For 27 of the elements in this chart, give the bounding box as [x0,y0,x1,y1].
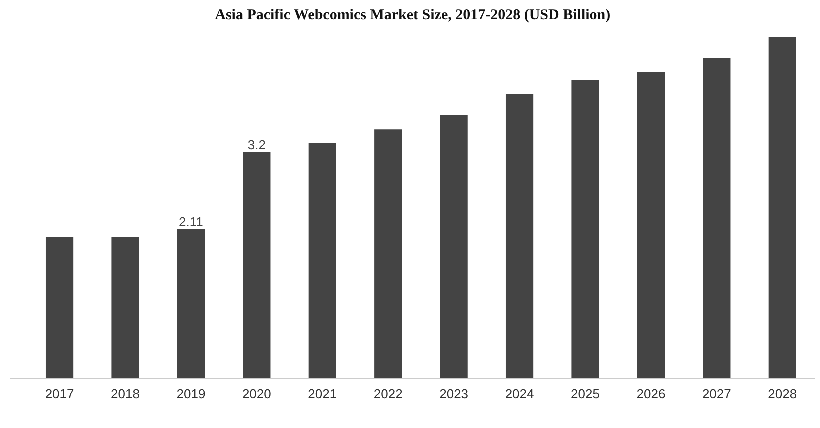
bar [440,116,468,378]
x-tick-label: 2018 [111,386,140,402]
x-tick-label: 2017 [45,386,74,402]
x-tick-label: 2019 [176,386,206,402]
bar [637,72,666,378]
bar [374,130,402,378]
bar [177,229,206,378]
bar [572,80,600,378]
bar [112,237,140,378]
x-tick-label: 2026 [636,386,666,402]
bar [768,37,796,378]
data-label: 2.11 [179,214,204,230]
x-tick-label: 2024 [505,386,534,402]
x-tick-label: 2023 [440,386,469,402]
bar [506,94,534,378]
x-tick-label: 2027 [702,386,732,402]
x-tick-label: 2022 [374,386,403,402]
x-tick-label: 2025 [571,386,600,402]
bar [46,237,74,378]
data-label: 3.2 [248,137,266,152]
bar [703,58,731,378]
bar [308,143,336,378]
x-tick-label: 2028 [768,386,798,402]
chart-title: Asia Pacific Webcomics Market Size, 2017-2028 (USD Billion) [215,8,611,24]
x-tick-label: 2021 [308,386,338,402]
x-tick-label: 2020 [242,386,272,402]
bar [243,152,271,378]
